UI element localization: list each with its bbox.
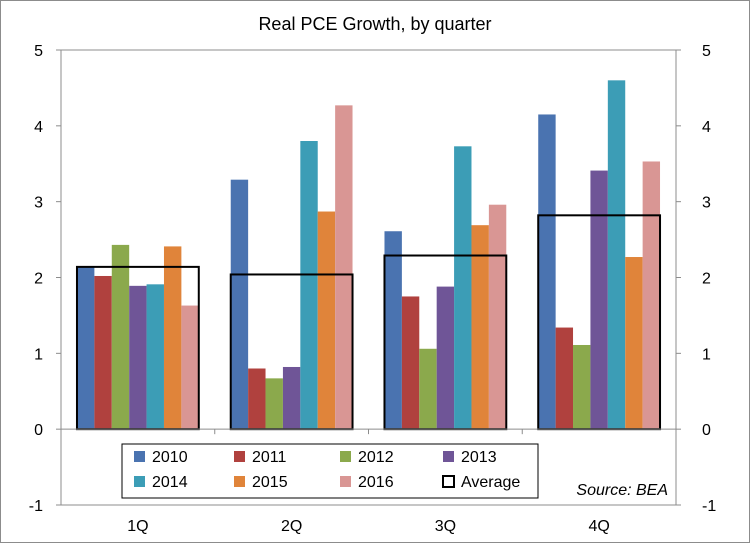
right-tick-label: 3 (702, 195, 711, 212)
bar-2012-3Q (419, 348, 437, 430)
x-axis: 1Q 2Q 3Q 4Q (60, 428, 677, 535)
bar-2013-4Q (590, 170, 608, 430)
bar-2014-2Q (300, 141, 318, 430)
left-tick-label: 0 (34, 422, 43, 439)
legend-swatch-2014 (134, 476, 145, 487)
right-tick-label: 4 (702, 119, 711, 136)
legend: 2010 2011 2012 2013 2014 2015 2016 Average (121, 443, 539, 499)
legend-label-2011: 2011 (252, 449, 287, 466)
legend-label-2012: 2012 (358, 449, 394, 466)
bar-2010-3Q (384, 231, 402, 430)
left-y-axis: -1 0 1 2 3 4 5 (29, 43, 61, 515)
bar-2013-1Q (129, 285, 147, 430)
bar-2013-3Q (436, 286, 455, 430)
right-tick-label: 1 (702, 346, 711, 363)
legend-label-Average: Average (461, 474, 520, 491)
legend-box (121, 443, 539, 499)
bar-2014-1Q (146, 284, 164, 430)
bar-2010-2Q (230, 179, 249, 430)
bar-2015-4Q (625, 257, 643, 430)
bar-2010-4Q (538, 114, 556, 430)
legend-swatch-2015 (234, 476, 245, 487)
bar-2011-2Q (248, 368, 266, 430)
bar-2012-4Q (573, 344, 591, 430)
bar-2012-2Q (265, 378, 283, 430)
bar-2016-3Q (488, 204, 507, 430)
right-y-axis: -1 0 1 2 3 4 5 (676, 43, 716, 515)
legend-label-2014: 2014 (152, 474, 188, 491)
bar-2015-2Q (317, 211, 336, 430)
plot-area (60, 49, 677, 506)
bar-2013-2Q (282, 366, 301, 430)
left-tick-label: 5 (34, 43, 43, 60)
bar-2016-1Q (181, 305, 199, 430)
bar-2012-1Q (111, 244, 130, 430)
left-tick-label: 3 (34, 195, 43, 212)
right-tick-label: 2 (702, 271, 711, 288)
bar-2014-4Q (607, 80, 626, 430)
bars-group (76, 80, 661, 430)
right-tick-label: 5 (702, 43, 711, 60)
legend-label-2010: 2010 (152, 449, 188, 466)
right-tick-label: -1 (702, 498, 716, 515)
bar-2011-3Q (401, 296, 420, 430)
legend-swatch-2016 (340, 476, 351, 487)
bar-2016-4Q (642, 161, 661, 430)
right-tick-label: 0 (702, 422, 711, 439)
bar-2010-1Q (76, 266, 95, 430)
category-label: 1Q (127, 518, 148, 535)
legend-swatch-2010 (134, 451, 145, 462)
chart-title: Real PCE Growth, by quarter (258, 14, 491, 34)
legend-items: 2010 2011 2012 2013 2014 2015 2016 Average (134, 449, 520, 491)
left-tick-label: 2 (34, 271, 43, 288)
legend-label-2013: 2013 (461, 449, 497, 466)
source-annotation: Source: BEA (576, 482, 668, 499)
category-label: 2Q (281, 518, 302, 535)
legend-swatch-2011 (234, 451, 245, 462)
legend-label-2015: 2015 (252, 474, 288, 491)
bar-2015-3Q (471, 225, 489, 430)
bar-2011-4Q (555, 327, 574, 430)
legend-swatch-2012 (340, 451, 351, 462)
left-tick-label: 1 (34, 346, 43, 363)
bar-2016-2Q (335, 105, 353, 430)
bar-2014-3Q (454, 146, 472, 430)
legend-label-2016: 2016 (358, 474, 394, 491)
bar-2011-1Q (94, 275, 112, 430)
category-label: 3Q (435, 518, 456, 535)
bar-2015-1Q (163, 246, 182, 430)
legend-swatch-2013 (443, 451, 454, 462)
left-tick-label: 4 (34, 119, 43, 136)
legend-swatch-Average (442, 475, 455, 488)
left-tick-label: -1 (29, 498, 43, 515)
category-label: 4Q (588, 518, 609, 535)
